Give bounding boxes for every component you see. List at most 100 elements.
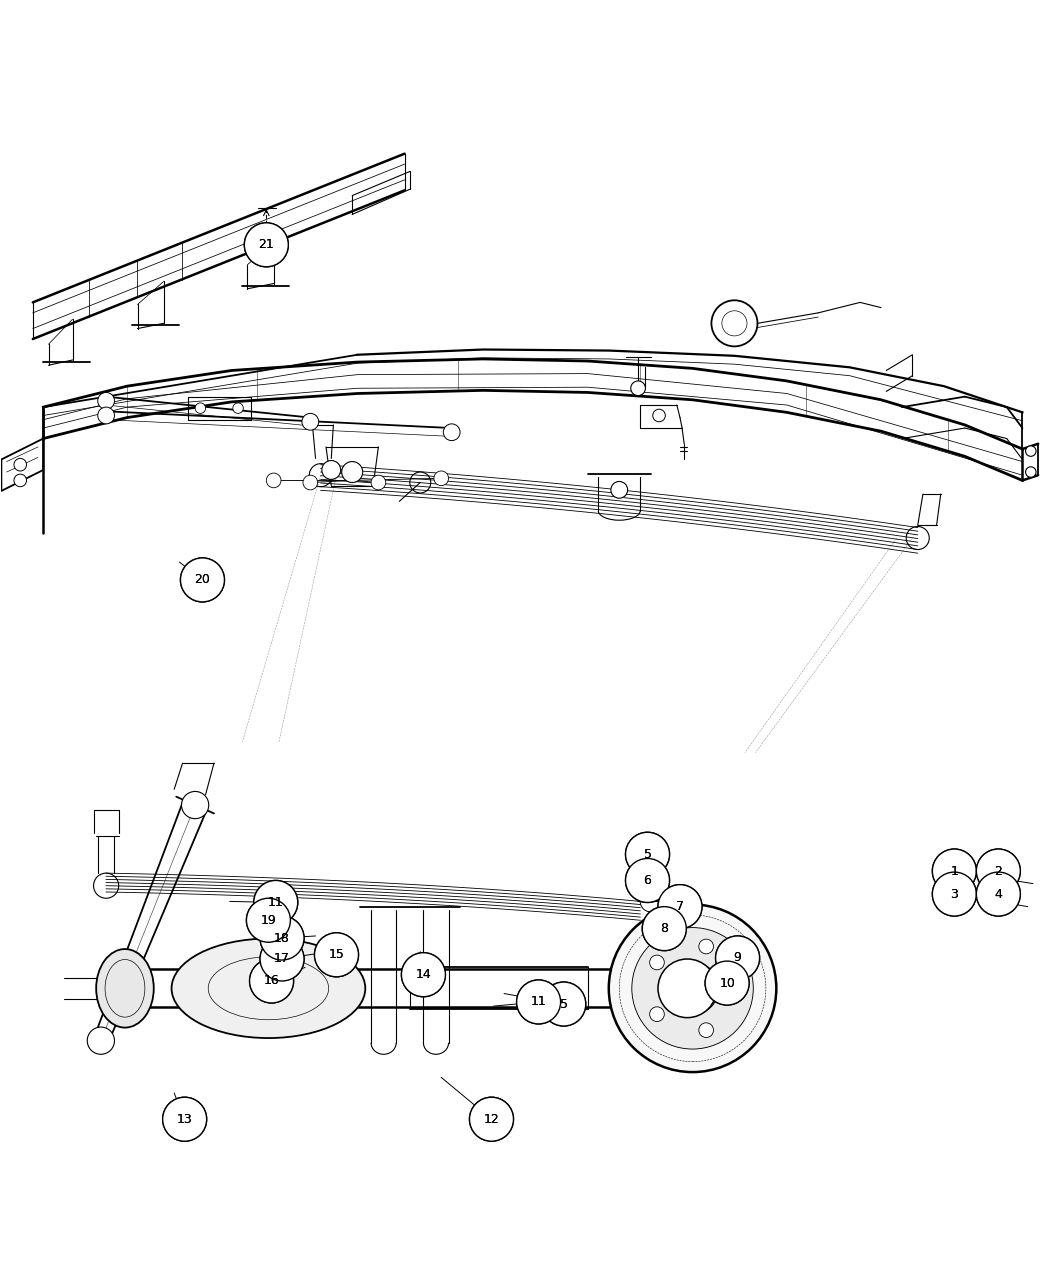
- Circle shape: [643, 907, 687, 951]
- Text: 1: 1: [950, 864, 959, 877]
- Ellipse shape: [97, 949, 153, 1028]
- Circle shape: [699, 1023, 714, 1038]
- Circle shape: [631, 381, 646, 395]
- Text: 12: 12: [484, 1113, 500, 1126]
- Text: 13: 13: [176, 1113, 192, 1126]
- Text: 15: 15: [329, 949, 344, 961]
- Text: 2: 2: [994, 864, 1003, 877]
- Circle shape: [626, 858, 670, 903]
- Circle shape: [233, 403, 244, 413]
- Circle shape: [181, 558, 225, 602]
- Circle shape: [98, 407, 114, 423]
- Circle shape: [932, 872, 976, 915]
- Circle shape: [653, 409, 666, 422]
- Text: 7: 7: [676, 900, 684, 913]
- Text: 9: 9: [734, 951, 741, 964]
- Text: 3: 3: [950, 887, 959, 900]
- Circle shape: [542, 982, 586, 1026]
- Circle shape: [315, 933, 358, 977]
- Text: 12: 12: [484, 1113, 500, 1126]
- Ellipse shape: [171, 938, 365, 1038]
- Circle shape: [626, 833, 670, 876]
- Text: 6: 6: [644, 873, 651, 887]
- Circle shape: [650, 1007, 665, 1021]
- Circle shape: [658, 885, 702, 928]
- Circle shape: [626, 858, 670, 903]
- Circle shape: [181, 558, 225, 602]
- Text: 20: 20: [194, 574, 210, 586]
- Circle shape: [667, 963, 719, 1015]
- Text: 7: 7: [676, 900, 684, 913]
- Text: 17: 17: [274, 952, 290, 965]
- Circle shape: [932, 849, 976, 892]
- Circle shape: [729, 980, 743, 996]
- Circle shape: [302, 413, 319, 430]
- Text: 21: 21: [258, 238, 274, 251]
- Circle shape: [250, 959, 294, 1003]
- Text: 11: 11: [268, 896, 284, 909]
- Circle shape: [195, 403, 206, 413]
- Text: 9: 9: [734, 951, 741, 964]
- Text: 8: 8: [660, 922, 668, 935]
- Circle shape: [163, 1098, 207, 1141]
- Text: 20: 20: [194, 574, 210, 586]
- Circle shape: [303, 476, 318, 490]
- Text: 5: 5: [644, 848, 651, 861]
- Circle shape: [14, 459, 26, 470]
- Circle shape: [469, 1098, 513, 1141]
- Circle shape: [976, 872, 1021, 915]
- Circle shape: [260, 915, 304, 960]
- Circle shape: [163, 1098, 207, 1141]
- Text: 19: 19: [260, 914, 276, 927]
- Circle shape: [542, 982, 586, 1026]
- Text: 10: 10: [719, 977, 735, 989]
- Circle shape: [706, 961, 749, 1005]
- Circle shape: [469, 1098, 513, 1141]
- Text: 19: 19: [260, 914, 276, 927]
- Circle shape: [643, 907, 687, 951]
- Circle shape: [371, 476, 385, 490]
- Circle shape: [716, 936, 759, 980]
- Text: 5: 5: [560, 997, 568, 1011]
- Circle shape: [260, 937, 304, 980]
- Circle shape: [14, 474, 26, 487]
- Circle shape: [315, 933, 358, 977]
- Circle shape: [254, 881, 298, 924]
- Text: 5: 5: [644, 848, 651, 861]
- Circle shape: [322, 460, 340, 479]
- Circle shape: [401, 952, 445, 997]
- Circle shape: [254, 881, 298, 924]
- Text: 10: 10: [719, 977, 735, 989]
- Text: 2: 2: [994, 864, 1003, 877]
- Text: 6: 6: [644, 873, 651, 887]
- Text: 16: 16: [264, 974, 279, 988]
- Text: 5: 5: [560, 997, 568, 1011]
- Circle shape: [609, 904, 776, 1072]
- Circle shape: [932, 872, 976, 915]
- Text: 8: 8: [660, 922, 668, 935]
- Text: 18: 18: [274, 932, 290, 945]
- Circle shape: [401, 952, 445, 997]
- Circle shape: [658, 959, 717, 1017]
- Circle shape: [716, 936, 759, 980]
- Text: 1: 1: [950, 864, 959, 877]
- Circle shape: [611, 482, 628, 499]
- Circle shape: [87, 1028, 114, 1054]
- Circle shape: [706, 961, 749, 1005]
- Circle shape: [267, 473, 281, 488]
- Text: 11: 11: [268, 896, 284, 909]
- Circle shape: [443, 423, 460, 441]
- Text: 14: 14: [416, 968, 432, 982]
- Circle shape: [1026, 446, 1036, 456]
- Text: 3: 3: [950, 887, 959, 900]
- Circle shape: [247, 899, 291, 942]
- Text: 16: 16: [264, 974, 279, 988]
- Text: 11: 11: [530, 996, 546, 1009]
- Text: 17: 17: [274, 952, 290, 965]
- Text: 14: 14: [416, 968, 432, 982]
- Text: 4: 4: [994, 887, 1003, 900]
- Circle shape: [260, 915, 304, 960]
- Circle shape: [650, 955, 665, 970]
- Circle shape: [626, 833, 670, 876]
- Circle shape: [341, 462, 362, 482]
